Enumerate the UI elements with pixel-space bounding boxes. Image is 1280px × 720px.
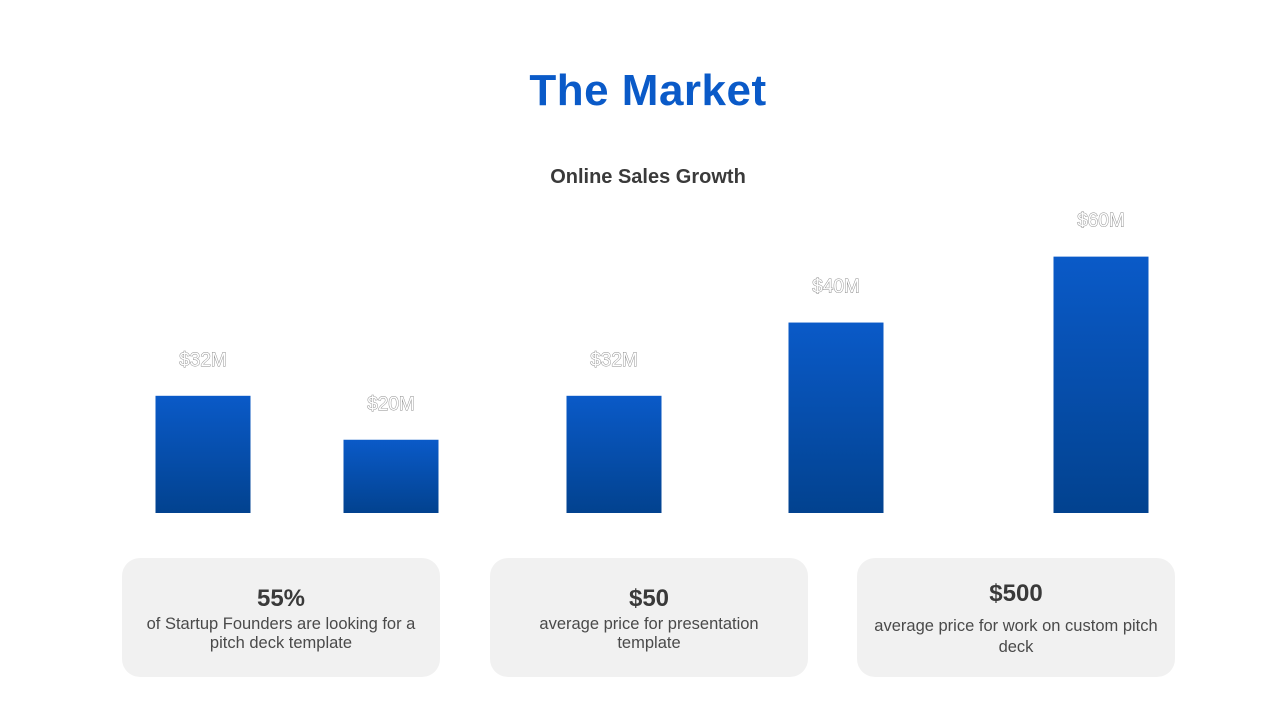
stat-description: average price for presentation template (539, 615, 759, 652)
bar-value-label-2: $20M (367, 394, 415, 415)
bar-value-label-5: $60M (1077, 211, 1125, 232)
bar-chart: $32M $20M $32M $40M $60M (155, 210, 1149, 513)
bar-2 (343, 439, 439, 513)
stat-description: average price for work on custom pitch d… (874, 617, 1158, 656)
bar-4 (788, 322, 884, 513)
chart-title: Online Sales Growth (550, 166, 746, 188)
bar-3 (566, 395, 662, 513)
stat-card-template-price: $50 average price for presentation templ… (490, 558, 808, 677)
stat-card-founders: 55% of Startup Founders are looking for … (122, 558, 440, 677)
stat-value: 55% (256, 585, 306, 612)
bar-1 (155, 395, 251, 513)
stat-description: of Startup Founders are looking for a pi… (146, 615, 416, 652)
slide-title: The Market (529, 66, 767, 115)
stat-value: $500 (989, 580, 1043, 607)
bar-5 (1053, 256, 1149, 513)
stat-value: $50 (628, 585, 670, 612)
bar-value-label-4: $40M (812, 277, 860, 298)
bar-value-label-1: $32M (179, 350, 227, 371)
stat-card-custom-price: $500 average price for work on custom pi… (857, 558, 1175, 677)
bar-value-label-3: $32M (590, 350, 638, 371)
